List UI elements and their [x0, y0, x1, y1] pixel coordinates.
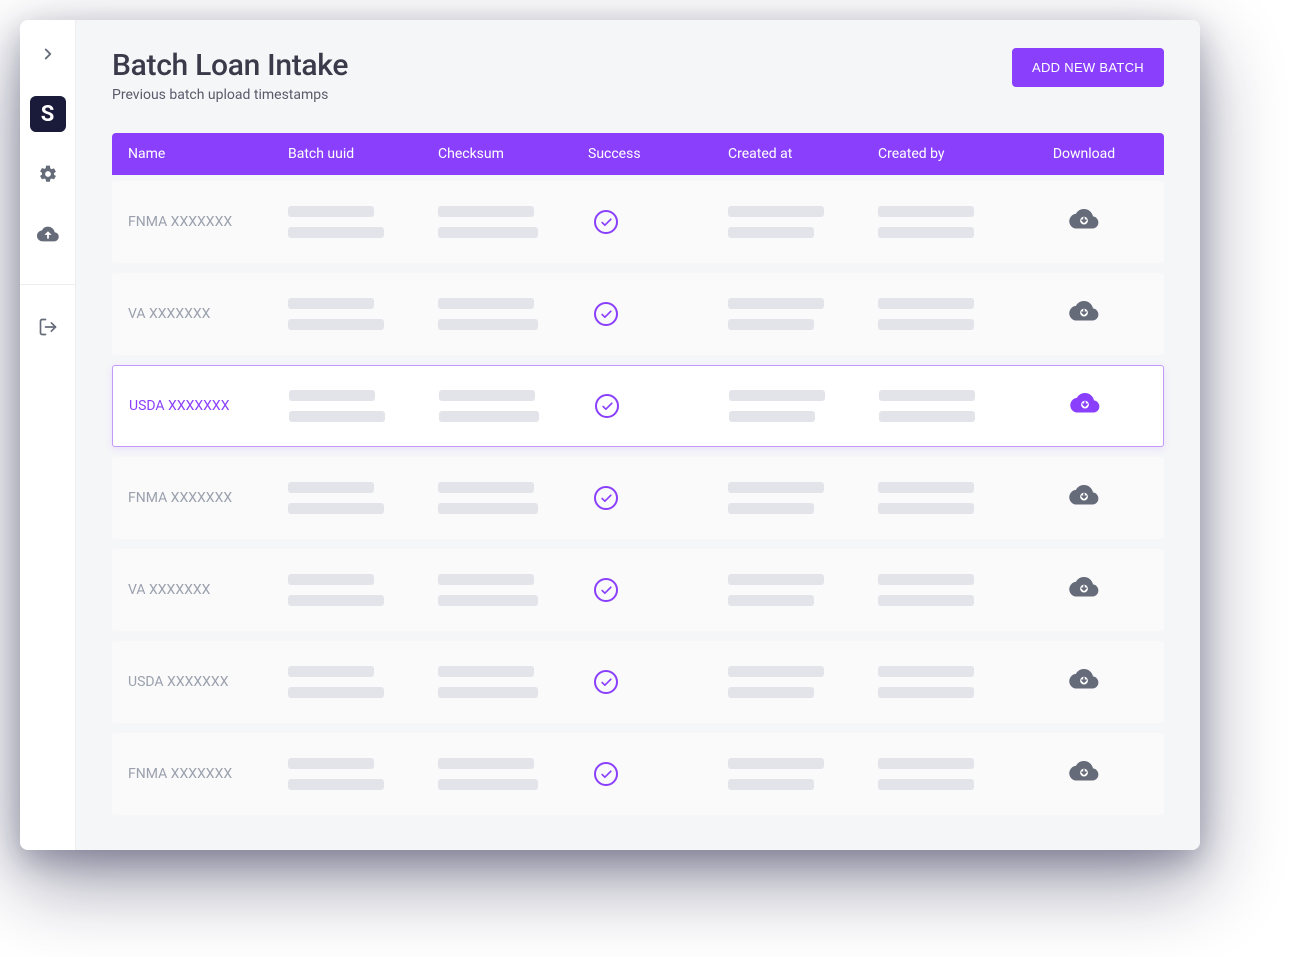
cell-name: FNMA XXXXXXX [124, 490, 284, 506]
app-logo-letter: S [41, 102, 55, 127]
sidebar-item-settings[interactable] [30, 156, 66, 192]
success-check-icon [594, 670, 618, 694]
cell-success [584, 210, 724, 234]
cell-checksum [434, 298, 584, 330]
app-window: S Batch Loan Intake Previous batch uploa… [20, 20, 1200, 850]
col-name: Name [124, 146, 284, 162]
cell-name: VA XXXXXXX [124, 582, 284, 598]
cell-batch-uuid [284, 298, 434, 330]
cell-success [584, 302, 724, 326]
cell-created-by [874, 574, 1024, 606]
cell-checksum [434, 482, 584, 514]
cell-success [584, 762, 724, 786]
table-row[interactable]: USDA XXXXXXX [112, 641, 1164, 723]
col-success: Success [584, 146, 724, 162]
table-body: FNMA XXXXXXX VA XXXXXXX USDA XXXXXXX FNMA X… [112, 181, 1164, 815]
app-logo: S [30, 96, 66, 132]
col-checksum: Checksum [434, 146, 584, 162]
cell-name: FNMA XXXXXXX [124, 766, 284, 782]
batch-table: Name Batch uuid Checksum Success Created… [112, 133, 1164, 815]
download-button[interactable] [1069, 669, 1099, 695]
cell-created-by [875, 390, 1025, 422]
main-content: Batch Loan Intake Previous batch upload … [76, 20, 1200, 850]
table-row[interactable]: FNMA XXXXXXX [112, 457, 1164, 539]
col-batch-uuid: Batch uuid [284, 146, 434, 162]
cell-batch-uuid [284, 758, 434, 790]
cell-checksum [434, 206, 584, 238]
success-check-icon [594, 210, 618, 234]
cell-checksum [435, 390, 585, 422]
cell-checksum [434, 758, 584, 790]
cell-download [1024, 301, 1144, 327]
page-subtitle: Previous batch upload timestamps [112, 87, 348, 103]
cell-checksum [434, 666, 584, 698]
gear-icon [38, 164, 58, 184]
download-button[interactable] [1069, 301, 1099, 327]
success-check-icon [594, 302, 618, 326]
success-check-icon [594, 486, 618, 510]
cell-created-at [724, 482, 874, 514]
cell-batch-uuid [284, 574, 434, 606]
table-row[interactable]: USDA XXXXXXX [112, 365, 1164, 447]
cell-created-at [724, 666, 874, 698]
download-button[interactable] [1069, 577, 1099, 603]
success-check-icon [594, 762, 618, 786]
cell-download [1024, 485, 1144, 511]
cell-name: VA XXXXXXX [124, 306, 284, 322]
page-header: Batch Loan Intake Previous batch upload … [112, 48, 1164, 103]
success-check-icon [594, 578, 618, 602]
cell-checksum [434, 574, 584, 606]
cell-name: FNMA XXXXXXX [124, 214, 284, 230]
cell-success [584, 670, 724, 694]
cell-created-by [874, 298, 1024, 330]
page-title: Batch Loan Intake [112, 48, 348, 83]
download-button[interactable] [1069, 209, 1099, 235]
sidebar-item-logout[interactable] [30, 309, 66, 345]
cell-name: USDA XXXXXXX [125, 398, 285, 414]
cell-created-at [725, 390, 875, 422]
download-button[interactable] [1069, 761, 1099, 787]
cell-download [1024, 577, 1144, 603]
table-row[interactable]: FNMA XXXXXXX [112, 733, 1164, 815]
cell-created-at [724, 206, 874, 238]
sidebar-divider [20, 284, 75, 285]
cell-created-by [874, 482, 1024, 514]
cell-success [584, 486, 724, 510]
download-button[interactable] [1070, 393, 1100, 419]
cell-created-by [874, 666, 1024, 698]
col-created-by: Created by [874, 146, 1024, 162]
cell-success [584, 578, 724, 602]
cell-download [1024, 669, 1144, 695]
cloud-upload-icon [37, 223, 59, 245]
sidebar-item-upload[interactable] [30, 216, 66, 252]
cell-download [1024, 209, 1144, 235]
chevron-right-icon [39, 45, 57, 63]
table-row[interactable]: VA XXXXXXX [112, 273, 1164, 355]
cell-success [585, 394, 725, 418]
cell-batch-uuid [284, 482, 434, 514]
cell-download [1024, 761, 1144, 787]
cell-batch-uuid [284, 666, 434, 698]
table-row[interactable]: FNMA XXXXXXX [112, 181, 1164, 263]
cell-download [1025, 393, 1145, 419]
cell-name: USDA XXXXXXX [124, 674, 284, 690]
col-created-at: Created at [724, 146, 874, 162]
cell-created-at [724, 574, 874, 606]
cell-created-by [874, 758, 1024, 790]
cell-created-at [724, 298, 874, 330]
add-new-batch-button[interactable]: ADD NEW BATCH [1012, 48, 1164, 87]
sidebar-collapse-button[interactable] [30, 36, 66, 72]
sidebar: S [20, 20, 76, 850]
table-row[interactable]: VA XXXXXXX [112, 549, 1164, 631]
download-button[interactable] [1069, 485, 1099, 511]
col-download: Download [1024, 146, 1144, 162]
success-check-icon [595, 394, 619, 418]
cell-created-by [874, 206, 1024, 238]
cell-batch-uuid [284, 206, 434, 238]
table-header-row: Name Batch uuid Checksum Success Created… [112, 133, 1164, 175]
cell-created-at [724, 758, 874, 790]
page-title-block: Batch Loan Intake Previous batch upload … [112, 48, 348, 103]
logout-icon [38, 317, 58, 337]
cell-batch-uuid [285, 390, 435, 422]
